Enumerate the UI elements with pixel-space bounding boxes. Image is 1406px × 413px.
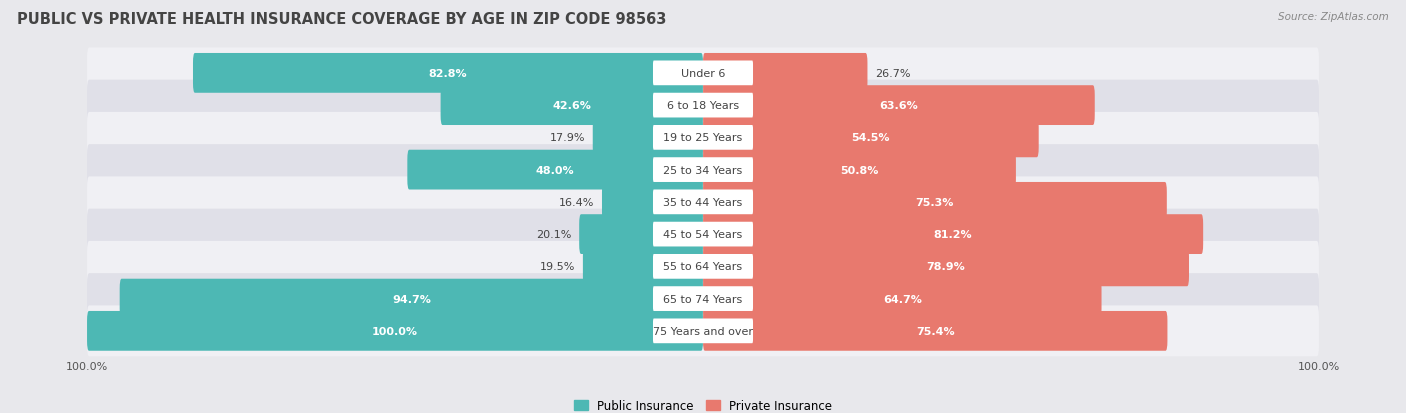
Text: 50.8%: 50.8% — [841, 165, 879, 175]
FancyBboxPatch shape — [652, 190, 754, 215]
Text: 75.4%: 75.4% — [915, 326, 955, 336]
Text: 19.5%: 19.5% — [540, 262, 575, 272]
FancyBboxPatch shape — [583, 247, 703, 287]
FancyBboxPatch shape — [87, 113, 1319, 164]
FancyBboxPatch shape — [703, 311, 1167, 351]
FancyBboxPatch shape — [703, 247, 1189, 287]
Text: PUBLIC VS PRIVATE HEALTH INSURANCE COVERAGE BY AGE IN ZIP CODE 98563: PUBLIC VS PRIVATE HEALTH INSURANCE COVER… — [17, 12, 666, 27]
FancyBboxPatch shape — [87, 145, 1319, 196]
FancyBboxPatch shape — [703, 150, 1017, 190]
FancyBboxPatch shape — [652, 222, 754, 247]
FancyBboxPatch shape — [652, 158, 754, 183]
FancyBboxPatch shape — [703, 183, 1167, 222]
FancyBboxPatch shape — [703, 279, 1101, 319]
Text: 35 to 44 Years: 35 to 44 Years — [664, 197, 742, 207]
Text: 45 to 54 Years: 45 to 54 Years — [664, 230, 742, 240]
FancyBboxPatch shape — [87, 306, 1319, 356]
Legend: Public Insurance, Private Insurance: Public Insurance, Private Insurance — [569, 394, 837, 413]
Text: 63.6%: 63.6% — [880, 101, 918, 111]
FancyBboxPatch shape — [652, 126, 754, 150]
Text: 100.0%: 100.0% — [373, 326, 418, 336]
FancyBboxPatch shape — [120, 279, 703, 319]
FancyBboxPatch shape — [652, 62, 754, 86]
FancyBboxPatch shape — [703, 215, 1204, 254]
Text: 17.9%: 17.9% — [550, 133, 585, 143]
Text: 94.7%: 94.7% — [392, 294, 430, 304]
FancyBboxPatch shape — [87, 177, 1319, 228]
Text: 64.7%: 64.7% — [883, 294, 922, 304]
Text: 25 to 34 Years: 25 to 34 Years — [664, 165, 742, 175]
Text: 75 Years and over: 75 Years and over — [652, 326, 754, 336]
FancyBboxPatch shape — [579, 215, 703, 254]
Text: Under 6: Under 6 — [681, 69, 725, 78]
Text: 42.6%: 42.6% — [553, 101, 592, 111]
FancyBboxPatch shape — [87, 81, 1319, 131]
Text: 16.4%: 16.4% — [560, 197, 595, 207]
Text: 82.8%: 82.8% — [429, 69, 467, 78]
FancyBboxPatch shape — [408, 150, 703, 190]
Text: 48.0%: 48.0% — [536, 165, 575, 175]
FancyBboxPatch shape — [652, 287, 754, 311]
FancyBboxPatch shape — [87, 48, 1319, 99]
FancyBboxPatch shape — [652, 93, 754, 118]
Text: 6 to 18 Years: 6 to 18 Years — [666, 101, 740, 111]
FancyBboxPatch shape — [87, 311, 703, 351]
FancyBboxPatch shape — [703, 54, 868, 93]
Text: 19 to 25 Years: 19 to 25 Years — [664, 133, 742, 143]
FancyBboxPatch shape — [87, 273, 1319, 324]
Text: 55 to 64 Years: 55 to 64 Years — [664, 262, 742, 272]
FancyBboxPatch shape — [703, 86, 1095, 126]
Text: 81.2%: 81.2% — [934, 230, 973, 240]
FancyBboxPatch shape — [593, 118, 703, 158]
FancyBboxPatch shape — [652, 319, 754, 343]
Text: 26.7%: 26.7% — [875, 69, 910, 78]
FancyBboxPatch shape — [87, 241, 1319, 292]
FancyBboxPatch shape — [440, 86, 703, 126]
FancyBboxPatch shape — [652, 254, 754, 279]
Text: 20.1%: 20.1% — [537, 230, 572, 240]
FancyBboxPatch shape — [703, 118, 1039, 158]
FancyBboxPatch shape — [87, 209, 1319, 260]
Text: 65 to 74 Years: 65 to 74 Years — [664, 294, 742, 304]
Text: 75.3%: 75.3% — [915, 197, 955, 207]
Text: Source: ZipAtlas.com: Source: ZipAtlas.com — [1278, 12, 1389, 22]
FancyBboxPatch shape — [193, 54, 703, 93]
FancyBboxPatch shape — [602, 183, 703, 222]
Text: 78.9%: 78.9% — [927, 262, 966, 272]
Text: 54.5%: 54.5% — [852, 133, 890, 143]
